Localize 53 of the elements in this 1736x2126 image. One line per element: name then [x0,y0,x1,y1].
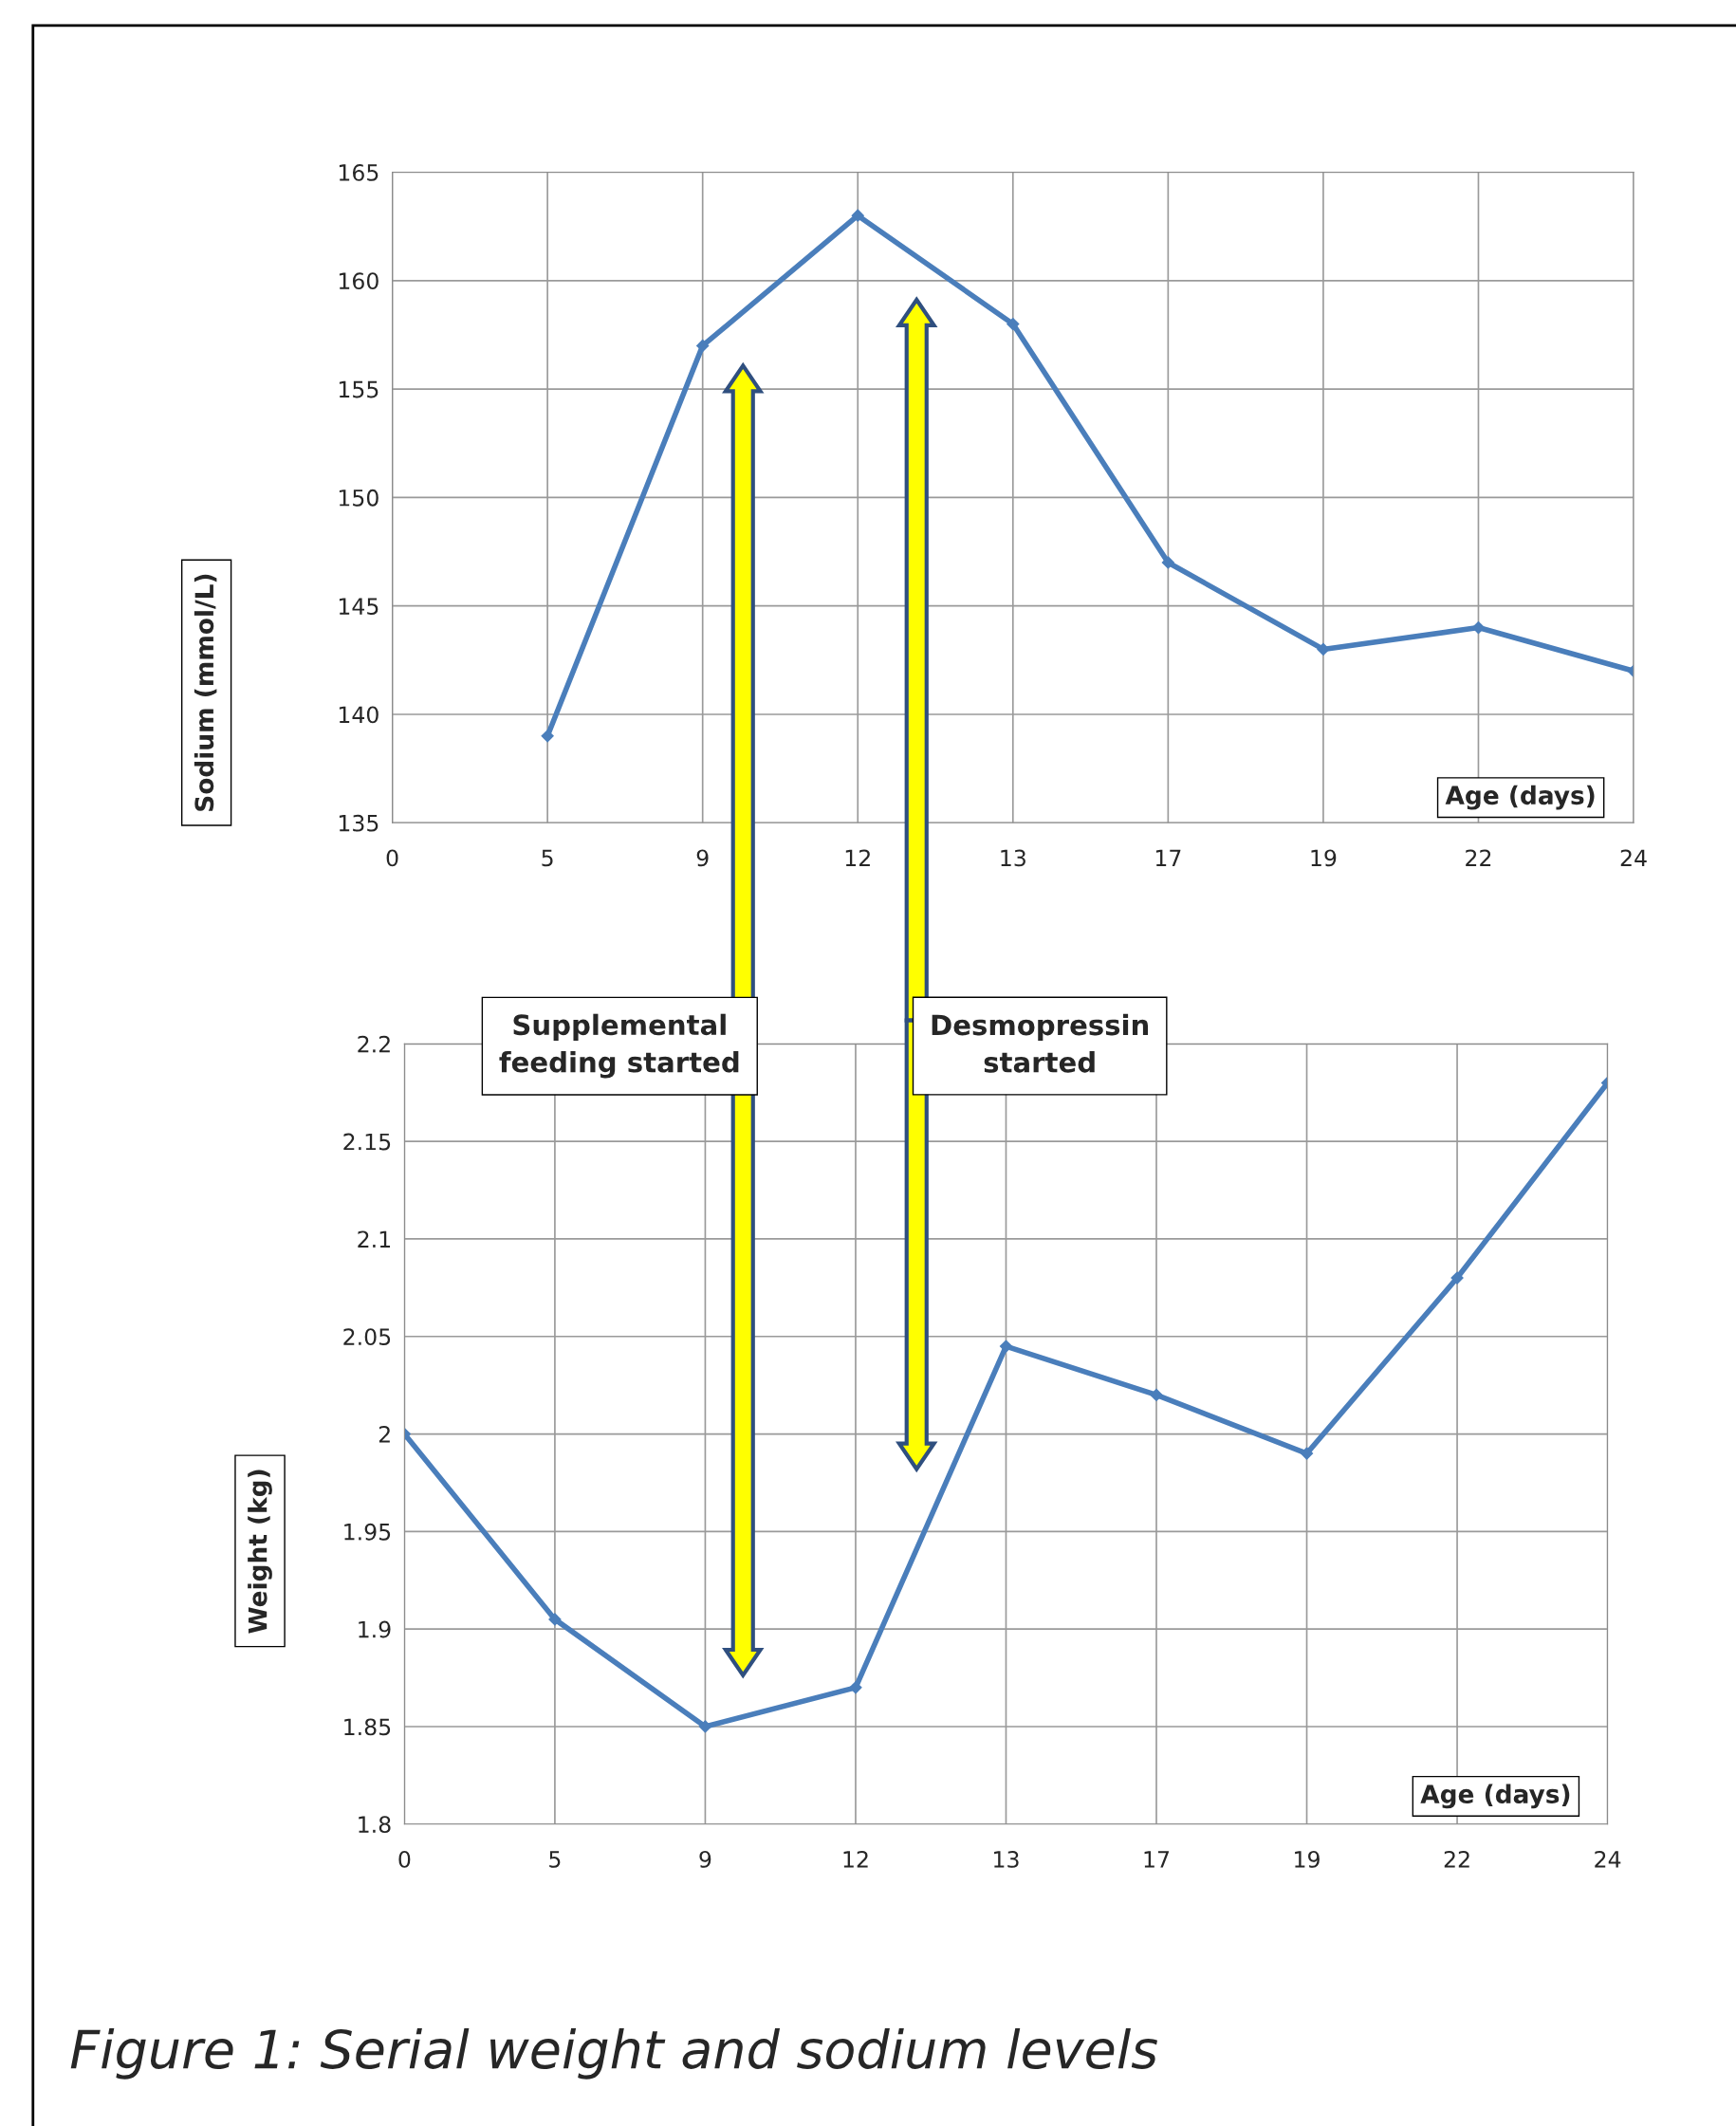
y-tick-label: 1.9 [359,1620,391,1638]
point [1150,1388,1163,1402]
x-tick-label: 0 [386,849,398,867]
y-tick-label: 1.85 [344,1718,391,1736]
x-tick-label: 13 [994,1850,1019,1868]
point [849,1680,862,1694]
y-tick-label: 1.95 [344,1523,391,1541]
x-tick-label: 17 [1144,1851,1170,1868]
y-tick-label: 2.1 [358,1230,391,1248]
y-axis-title: Weight (kg) [248,1470,272,1634]
point [1300,1447,1314,1460]
annotation: Desmopressin started [932,1013,1149,1073]
point [541,729,555,743]
x-tick-label: 5 [542,849,553,867]
annotation: Supplemental feeding started [499,1013,739,1079]
y-tick-label: 2.05 [343,1328,391,1346]
x-tick-label: 19 [1295,1850,1320,1868]
y-tick-label: 160 [339,272,379,290]
x-axis-title: Age (days) [1420,1784,1570,1809]
x-tick-label: 24 [1620,849,1647,866]
point [1006,317,1020,331]
y-tick-label: 1.8 [359,1816,391,1834]
x-tick-label: 22 [1466,849,1491,866]
x-tick-label: 12 [843,1850,868,1868]
x-tick-label: 22 [1444,1850,1469,1868]
x-tick-label: 12 [845,849,870,866]
point [1161,556,1175,569]
x-tick-label: 19 [1311,849,1337,867]
caption: Figure 1: Serial weight and sodium levels [70,2027,1157,2080]
x-axis-title: Age (days) [1445,785,1595,810]
x-tick-label: 13 [1001,849,1025,867]
y-tick-label: 2.15 [343,1133,391,1151]
y-tick-label: 145 [339,598,379,615]
point [695,339,710,353]
x-tick-label: 24 [1595,1850,1621,1868]
y-tick-label: 140 [339,706,379,724]
point [851,209,865,223]
y-tick-label: 155 [339,380,379,398]
y-tick-label: 2.2 [358,1035,390,1053]
point [1317,642,1330,656]
point [548,1613,562,1626]
y-tick-label: 2 [379,1426,390,1443]
x-tick-label: 9 [696,849,709,867]
point [999,1340,1013,1353]
x-tick-label: 0 [398,1850,411,1868]
x-tick-label: 9 [699,1850,711,1868]
x-tick-label: 5 [549,1851,561,1868]
y-tick-label: 150 [339,489,379,507]
y-tick-label: 135 [339,814,379,832]
y-axis-title: Sodium (mmol/L) [194,574,217,811]
point [698,1720,712,1733]
x-tick-label: 17 [1155,849,1181,866]
y-tick-label: 165 [339,163,379,181]
